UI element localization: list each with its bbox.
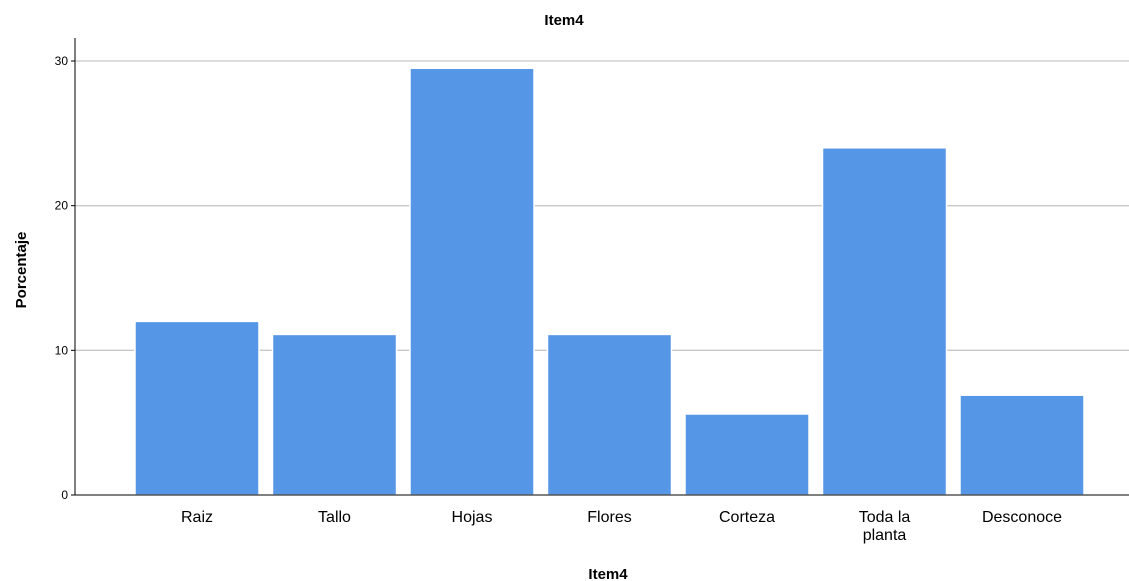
x-tick-label-line: Toda la [859,509,911,526]
x-tick-label: Flores [587,509,631,526]
bar-corteza [684,413,810,496]
x-tick-label-line: Corteza [719,509,775,526]
bar-tallo [271,333,398,496]
y-tick-label: 0 [61,488,68,502]
y-tick-label: 30 [55,54,69,68]
x-tick-label-line: planta [863,527,907,544]
y-tick-label: 10 [55,343,69,357]
x-tick-label: Corteza [719,509,775,526]
bars [134,67,1085,496]
x-tick-label-line: Raiz [181,509,213,526]
x-tick-label-line: Flores [587,509,631,526]
x-tick-label-line: Tallo [318,509,351,526]
x-tick-label: Hojas [452,509,493,526]
bar-toda-la-planta [821,147,948,496]
x-tick-label: Raiz [181,509,213,526]
y-axis-title: Porcentaje [13,232,30,309]
y-tick-label: 20 [55,199,69,213]
x-tick-label: Tallo [318,509,351,526]
bar-flores [546,333,673,496]
chart-title: Item4 [544,12,584,29]
x-tick-label: Toda la planta [859,509,911,544]
bar-raiz [134,320,260,496]
gridlines [75,60,1129,351]
bar-hojas [409,67,535,496]
x-tick-labels: Raiz Tallo Hojas Flores Corteza Toda la planta… [181,509,1062,544]
x-axis-title: Item4 [588,566,628,581]
x-tick-label: Desconoce [982,509,1062,526]
x-tick-label-line: Hojas [452,509,493,526]
x-tick-label-line: Desconoce [982,509,1062,526]
y-tick-labels: 0 10 20 30 [55,54,75,502]
bar-desconoce [959,394,1085,496]
